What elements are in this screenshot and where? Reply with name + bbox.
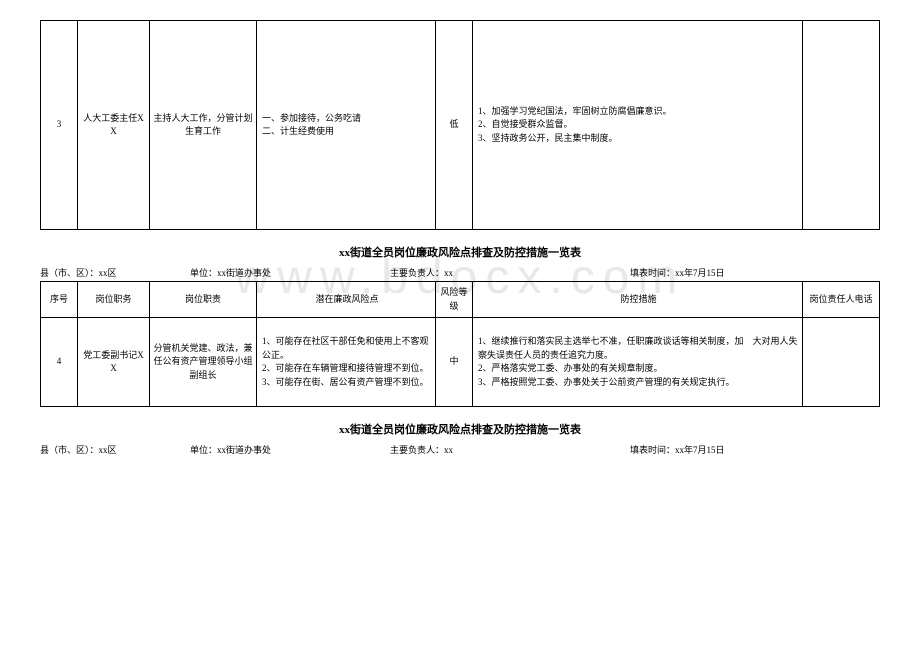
meta-row: 县（市、区）：xx区 单位：xx街道办事处 主要负责人：xx 填表时间：xx年7… [40,266,880,279]
county-value: xx区 [99,445,117,455]
risk-table-2: 序号 岗位职务 岗位职责 潜在廉政风险点 风险等级 防控措施 岗位责任人电话 4… [40,281,880,407]
header-measure: 防控措施 [473,282,803,318]
time-value: xx年7月15日 [675,445,725,455]
header-phone: 岗位责任人电话 [803,282,880,318]
table-title-2: xx街道全员岗位廉政风险点排查及防控措施一览表 [40,421,880,437]
cell-duty: 分管机关党建、政法，兼任公有资产管理领导小组副组长 [150,318,257,407]
time-label: 填表时间： [630,445,675,455]
table-row: 4 党工委副书记XX 分管机关党建、政法，兼任公有资产管理领导小组副组长 1、可… [41,318,880,407]
leader-value: xx [444,445,453,455]
cell-seq: 4 [41,318,78,407]
cell-measure: 1、加强学习党纪国法，牢固树立防腐倡廉意识。2、自觉接受群众监督。3、坚持政务公… [473,21,803,230]
header-duty: 岗位职责 [150,282,257,318]
cell-position: 人大工委主任XX [78,21,150,230]
header-position: 岗位职务 [78,282,150,318]
county-value: xx区 [99,268,117,278]
cell-level: 低 [436,21,473,230]
time-value: xx年7月15日 [675,268,725,278]
cell-phone [803,21,880,230]
county-label: 县（市、区）： [40,445,99,455]
risk-table-partial: 3 人大工委主任XX 主持人大工作，分管计划生育工作 一、参加接待，公务吃请二、… [40,20,880,230]
unit-label: 单位： [190,445,217,455]
table-header-row: 序号 岗位职务 岗位职责 潜在廉政风险点 风险等级 防控措施 岗位责任人电话 [41,282,880,318]
leader-label: 主要负责人： [390,268,444,278]
cell-level: 中 [436,318,473,407]
unit-value: xx街道办事处 [217,445,271,455]
leader-value: xx [444,268,453,278]
cell-measure: 1、继续推行和落实民主选举七不准，任职廉政谈话等相关制度，加 大对用人失察失误责… [473,318,803,407]
header-seq: 序号 [41,282,78,318]
table-row: 3 人大工委主任XX 主持人大工作，分管计划生育工作 一、参加接待，公务吃请二、… [41,21,880,230]
unit-value: xx街道办事处 [217,268,271,278]
header-level: 风险等级 [436,282,473,318]
cell-position: 党工委副书记XX [78,318,150,407]
table-title: xx街道全员岗位廉政风险点排查及防控措施一览表 [40,244,880,260]
cell-risk: 1、可能存在社区干部任免和使用上不客观公正。2、可能存在车辆管理和接待管理不到位… [257,318,436,407]
cell-duty: 主持人大工作，分管计划生育工作 [150,21,257,230]
cell-seq: 3 [41,21,78,230]
meta-row-2: 县（市、区）：xx区 单位：xx街道办事处 主要负责人：xx 填表时间：xx年7… [40,443,880,456]
cell-phone [803,318,880,407]
time-label: 填表时间： [630,268,675,278]
county-label: 县（市、区）： [40,268,99,278]
cell-risk: 一、参加接待，公务吃请二、计生经费使用 [257,21,436,230]
header-risk: 潜在廉政风险点 [257,282,436,318]
leader-label: 主要负责人： [390,445,444,455]
unit-label: 单位： [190,268,217,278]
